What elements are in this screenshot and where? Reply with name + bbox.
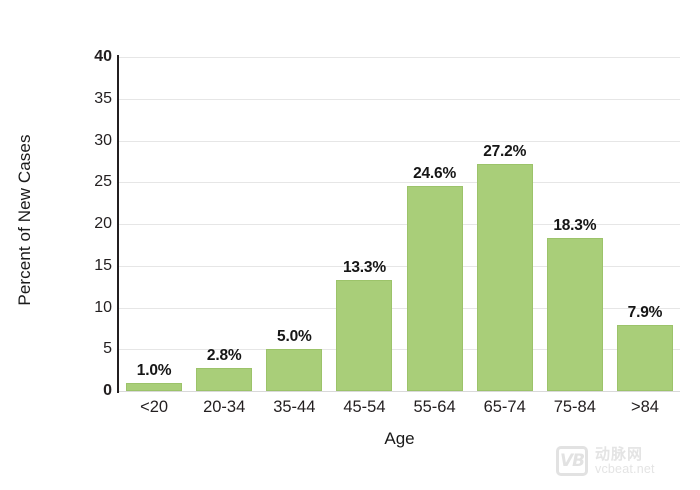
- y-axis-title: Percent of New Cases: [15, 134, 34, 306]
- x-axis-tick-label: 65-74: [483, 398, 526, 416]
- x-axis-tick-label: 45-54: [343, 398, 386, 416]
- bar[interactable]: [126, 382, 183, 391]
- gridline: [119, 349, 680, 351]
- bar[interactable]: [476, 163, 533, 391]
- y-axis-tick-label: 40: [94, 48, 112, 65]
- x-axis-tick-label: 75-84: [553, 398, 596, 416]
- bar[interactable]: [336, 279, 393, 391]
- x-axis-tick-label: 55-64: [413, 398, 456, 416]
- bar-value-label: 13.3%: [342, 258, 386, 276]
- bar[interactable]: [616, 325, 673, 391]
- bar-group[interactable]: 7.9%: [616, 57, 673, 391]
- bar[interactable]: [196, 367, 253, 391]
- bar-value-label: 7.9%: [627, 304, 663, 322]
- bar-value-label: 1.0%: [136, 361, 172, 379]
- y-axis-line: [117, 55, 119, 393]
- bar-group[interactable]: 1.0%: [126, 57, 183, 391]
- gridline: [119, 140, 680, 142]
- x-axis-tick-label: 20-34: [203, 398, 246, 416]
- y-axis-tick-label: 15: [94, 256, 112, 274]
- bar-group[interactable]: 13.3%: [336, 57, 393, 391]
- y-axis-tick-label: 25: [94, 173, 112, 191]
- bar-group[interactable]: 27.2%: [476, 57, 533, 391]
- y-axis-tick-label: 5: [103, 340, 112, 358]
- bar-group[interactable]: 24.6%: [406, 57, 463, 391]
- bar-value-label: 24.6%: [413, 164, 457, 182]
- x-axis-tick-labels: <20 20-34 35-44 45-54 55-64 65-74 75-84 >84: [119, 396, 680, 422]
- y-axis-tick-labels: 0 5 10 15 20 25 30 35 40: [66, 0, 183, 490]
- gridline: [119, 182, 680, 184]
- bar-value-label: 27.2%: [483, 142, 527, 160]
- x-axis-tick-label: <20: [140, 398, 169, 416]
- y-axis-tick-label: 20: [94, 215, 112, 232]
- bar-group[interactable]: 2.8%: [196, 57, 253, 391]
- y-axis-tick-label: 30: [94, 131, 112, 149]
- y-axis-tick-label: 35: [94, 89, 112, 107]
- gridline: [119, 98, 680, 100]
- bar-value-label: 18.3%: [553, 217, 597, 235]
- bar-value-label: 5.0%: [277, 328, 312, 346]
- bar[interactable]: [546, 238, 603, 391]
- gridline: [119, 57, 680, 58]
- bar-value-label: 2.8%: [206, 346, 242, 364]
- bars-layer: 1.0% 2.8% 5.0% 13.3% 24.6% 27.2% 18.3% 7.9%: [119, 57, 680, 391]
- gridline: [119, 307, 680, 309]
- bar[interactable]: [406, 185, 463, 391]
- y-axis-tick-label: 10: [94, 298, 112, 316]
- x-axis-tick-label: >84: [630, 398, 659, 416]
- bar-group[interactable]: 5.0%: [266, 57, 323, 391]
- x-axis-line: [119, 391, 680, 392]
- gridline: [119, 224, 680, 225]
- gridline: [119, 265, 680, 267]
- x-axis-title: Age: [384, 429, 415, 448]
- vcbeat-logo-icon: VB: [556, 446, 588, 476]
- y-axis-tick-label: 0: [103, 382, 112, 399]
- watermark-url: vcbeat.net: [595, 462, 655, 476]
- bar[interactable]: [266, 349, 323, 391]
- bar-group[interactable]: 18.3%: [546, 57, 603, 391]
- x-axis-tick-label: 35-44: [273, 398, 316, 416]
